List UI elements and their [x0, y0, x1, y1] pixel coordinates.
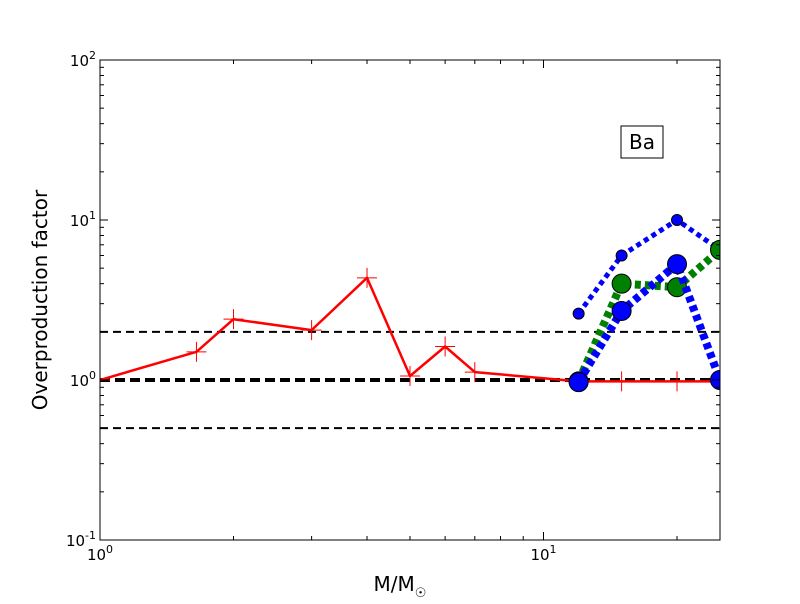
series-1-marker-3	[223, 309, 244, 330]
series-1-marker-4	[301, 320, 322, 341]
series-1-marker-8	[464, 362, 485, 383]
series-2-marker-2	[615, 249, 628, 262]
y-tick-label-4: 102	[70, 49, 96, 70]
annotation-box: Ba	[620, 125, 664, 159]
x-axis-label-subscript: ☉	[415, 586, 427, 600]
x-axis-label: M/M	[374, 572, 415, 596]
x-tick-label-base: 10	[530, 546, 549, 564]
annotation-frame	[620, 125, 664, 159]
series-1-marker-5	[357, 267, 378, 288]
y-tick-label-base: 10	[66, 532, 85, 550]
y-tick-label-exponent: 1	[89, 209, 96, 222]
y-tick-label-exponent: 0	[89, 369, 96, 382]
y-tick-label-1: 10-1	[66, 529, 96, 550]
series-2-marker-3	[671, 214, 684, 226]
y-tick-label-base: 10	[70, 52, 89, 70]
x-axis-title: M/M☉	[374, 572, 427, 600]
series-1-marker-2	[186, 341, 207, 362]
series-4-marker-3	[667, 254, 688, 275]
plot-content	[100, 214, 720, 430]
series-1-marker-7	[435, 336, 456, 357]
x-tick-label-base: 10	[87, 546, 106, 564]
series-1-marker-6	[400, 365, 420, 386]
series-2-line	[576, 217, 720, 316]
y-tick-label-2: 100	[70, 369, 96, 390]
series-2-marker-1	[572, 307, 585, 320]
y-tick-label-base: 10	[70, 212, 89, 230]
y-tick-label-exponent: -1	[85, 529, 96, 542]
series-4-marker-2	[611, 300, 632, 321]
x-tick-label-2: 101	[530, 543, 556, 564]
annotation-label: Ba	[629, 130, 655, 154]
y-tick-label-base: 10	[70, 372, 89, 390]
y-tick-label-3: 101	[70, 209, 96, 230]
x-tick-label-1: 100	[87, 543, 113, 564]
y-axis-label: Overproduction factor	[28, 189, 52, 410]
x-tick-label-exponent: 1	[550, 543, 557, 556]
series-4-marker-1	[568, 372, 589, 393]
y-tick-label-exponent: 2	[89, 49, 96, 62]
series-4-line	[575, 260, 720, 385]
x-tick-label-exponent: 0	[106, 543, 113, 556]
series-1-marker-10	[611, 371, 632, 392]
series-1-marker-11	[667, 371, 688, 392]
series-3-marker-2	[611, 273, 632, 294]
